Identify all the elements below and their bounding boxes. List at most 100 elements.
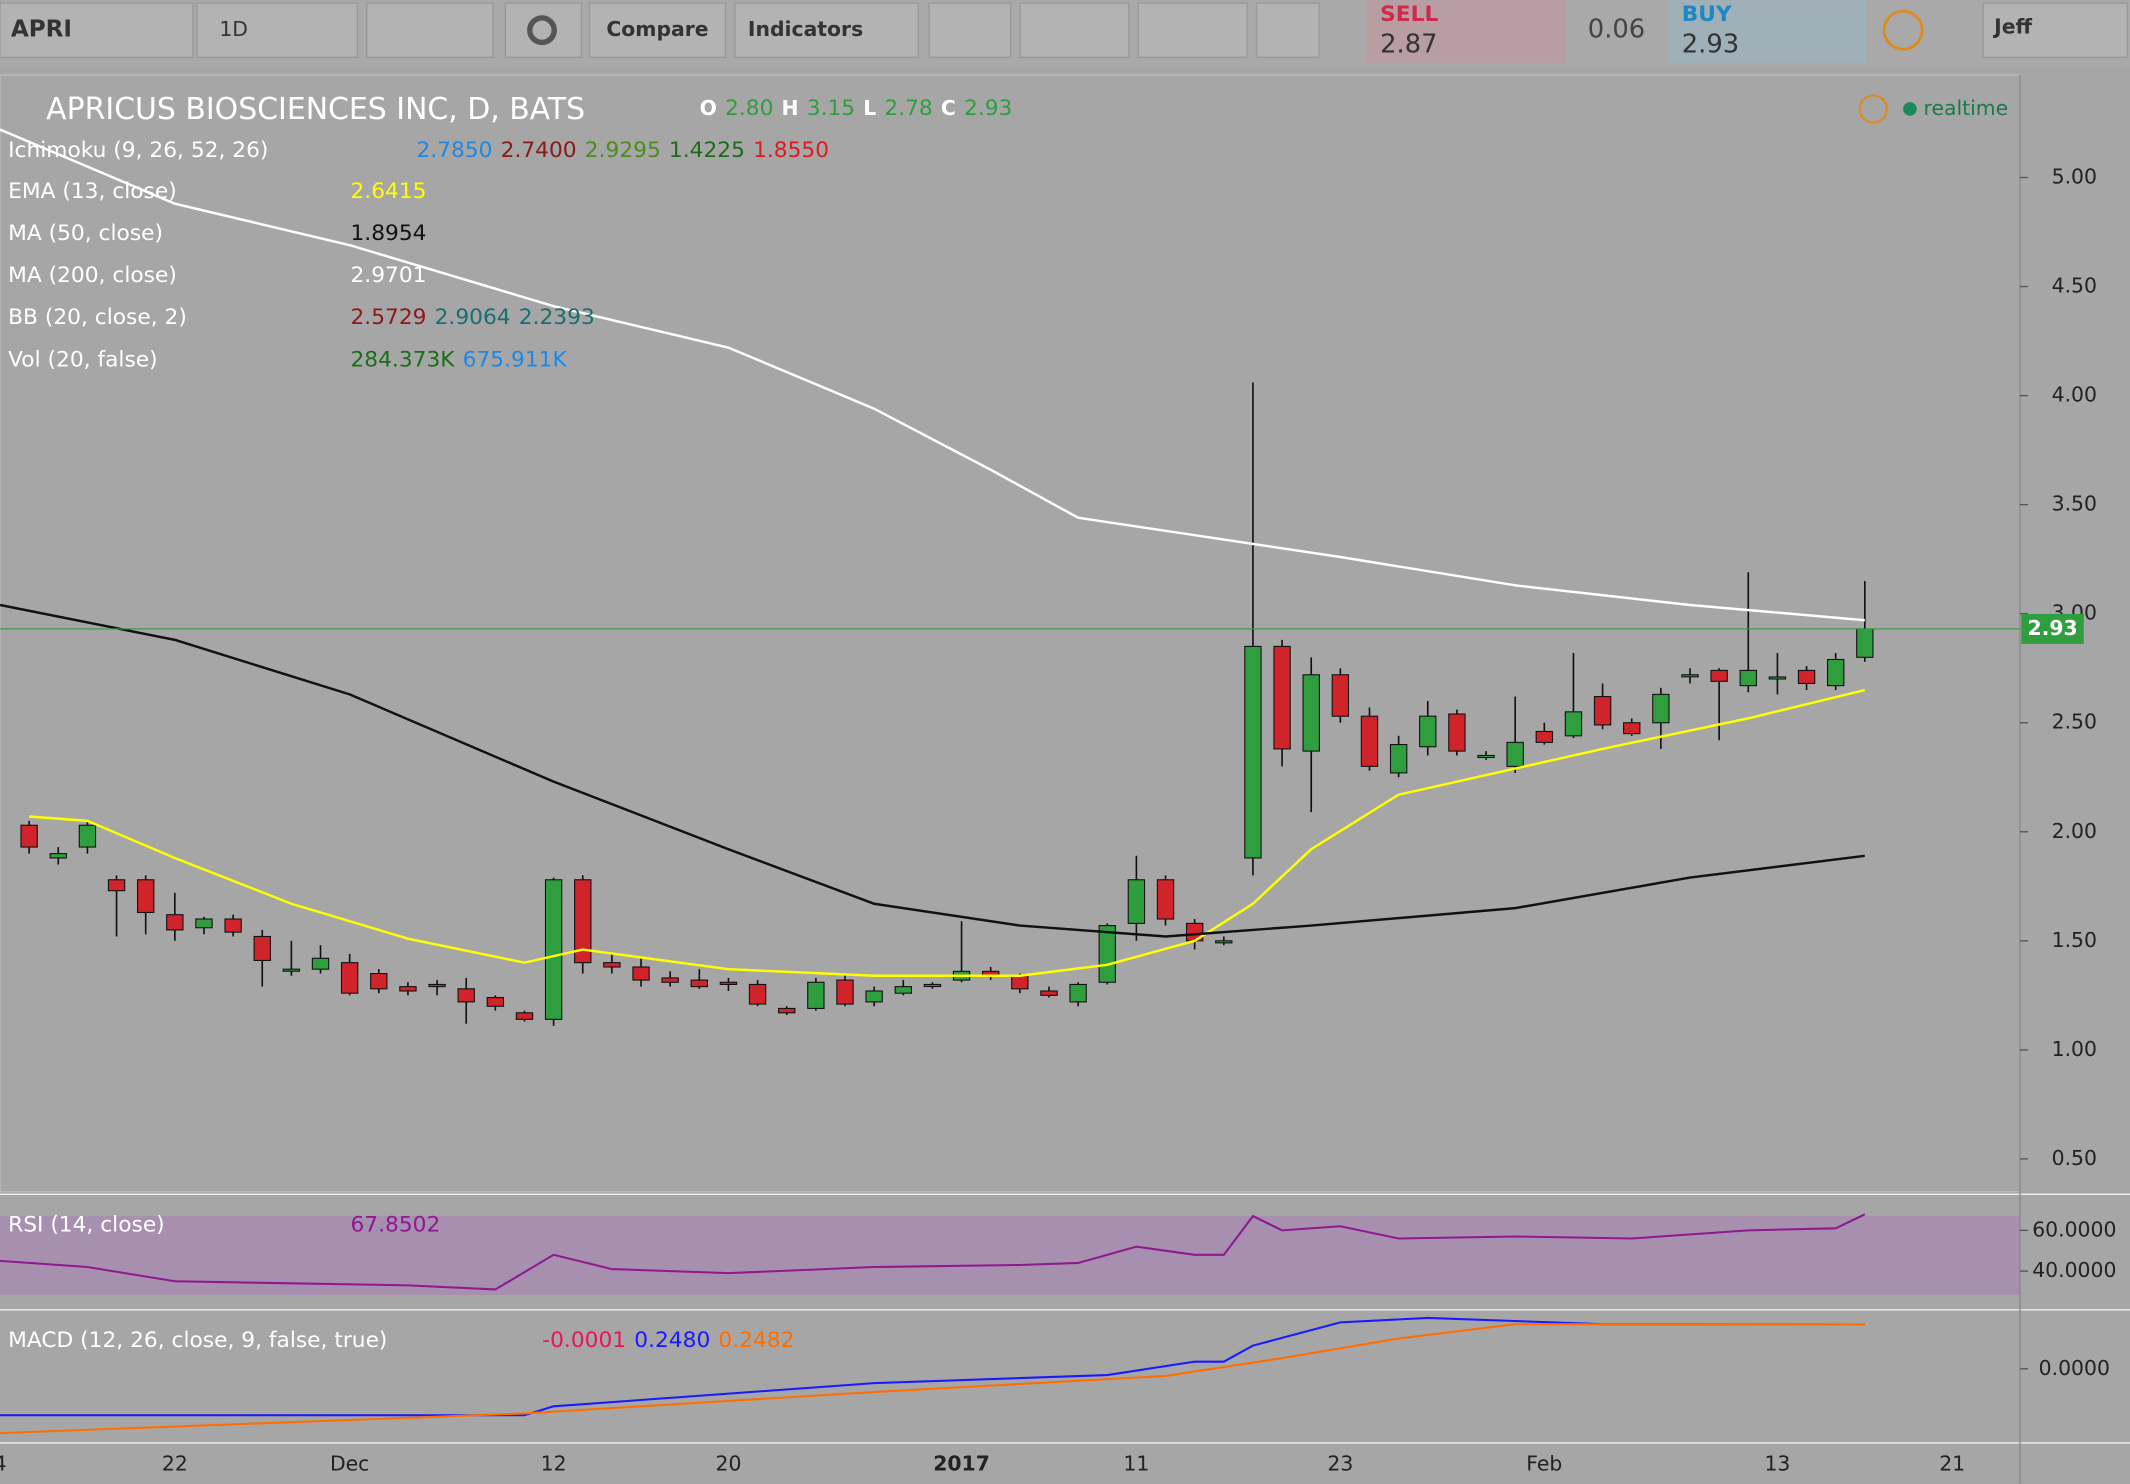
legend-text: 3.15	[807, 96, 855, 121]
interval-box[interactable]	[196, 2, 358, 59]
indicators-button[interactable]	[734, 2, 919, 59]
legend-text: 0.2480	[634, 1328, 710, 1353]
indicator-line	[0, 603, 1865, 938]
sell-box[interactable]	[1365, 0, 1567, 63]
x-tick-label: Feb	[1526, 1452, 1562, 1476]
legend-text: 2.9064	[435, 305, 511, 330]
candle-body	[20, 824, 38, 848]
indicator-name: Vol (20, false)	[8, 347, 157, 372]
x-tick-label: 22	[162, 1452, 188, 1476]
candle-body	[457, 988, 475, 1003]
y-tick-label: 0.0000	[2039, 1356, 2110, 1380]
candle-body	[1273, 645, 1291, 750]
indicator-name: Ichimoku (9, 26, 52, 26)	[8, 138, 268, 163]
legend-text: 2.7400	[501, 138, 577, 163]
info-icon[interactable]	[1882, 9, 1924, 51]
candle-body	[253, 935, 271, 962]
x-tick-label: Dec	[330, 1452, 369, 1476]
spread: 0.06	[1588, 15, 1645, 45]
candle-body	[661, 977, 679, 983]
y-tick-label: 40.0000	[2032, 1258, 2116, 1282]
legend-text: 2.93	[964, 96, 1012, 121]
candle-body	[1360, 715, 1379, 767]
x-tick-label: 12	[541, 1452, 567, 1476]
interval: 1D	[219, 17, 248, 41]
indicator-name: RSI (14, close)	[8, 1213, 165, 1238]
user-box[interactable]	[1982, 2, 2128, 59]
legend-text: 2.78	[884, 96, 932, 121]
sell-label: SELL	[1380, 2, 1438, 27]
candle-body	[311, 957, 330, 970]
y-tick-label: 5.00	[2052, 165, 2097, 189]
candle-body	[166, 914, 184, 931]
legend-text: 2.6415	[350, 179, 426, 204]
candle-body	[1768, 676, 1787, 680]
candle-body	[1797, 669, 1816, 685]
user: Jeff	[1992, 14, 2032, 38]
legend-text: H	[782, 96, 799, 120]
candle-body	[807, 981, 825, 1009]
candle-body	[195, 918, 213, 929]
candle-body	[370, 973, 388, 990]
alert-button[interactable]	[928, 2, 1012, 59]
x-tick-label: 11	[1123, 1452, 1149, 1476]
legend-text: 284.373K	[350, 347, 455, 372]
ideas-button[interactable]	[1019, 2, 1130, 59]
candle-body	[1215, 940, 1233, 944]
candle-body	[1098, 925, 1116, 983]
indicator-name: BB (20, close, 2)	[8, 305, 187, 330]
toolbar: APRI 1D Compare Indicators SELL 2.87 0.0…	[0, 0, 2130, 69]
candle-body	[1593, 696, 1612, 726]
legend-text: 1.8550	[753, 138, 829, 163]
candle-body	[1827, 658, 1845, 687]
candle-body	[1535, 730, 1554, 743]
candle-body	[544, 879, 563, 1020]
last-price-tag	[2021, 614, 2084, 644]
indicator-line	[0, 128, 1865, 622]
indicator-name: MA (200, close)	[8, 263, 177, 288]
buy-price: 2.93	[1682, 30, 1739, 60]
legend-text: 2.7850	[416, 138, 492, 163]
legend-text: 1.8954	[350, 221, 426, 246]
indicator-name: EMA (13, close)	[8, 179, 177, 204]
chart-title: APRICUS BIOSCIENCES INC, D, BATS	[46, 92, 585, 127]
legend-text: 675.911K	[463, 347, 568, 372]
candle-body	[1710, 669, 1728, 682]
candle-body	[1389, 744, 1408, 774]
legend-text: 0.2482	[718, 1328, 794, 1353]
candle-body	[1564, 711, 1583, 737]
legend-text: 2.9295	[585, 138, 661, 163]
indicator-name: MA (50, close)	[8, 221, 163, 246]
candle-body	[748, 983, 767, 1005]
candle-body	[690, 979, 709, 988]
candle-body	[1623, 722, 1641, 735]
main-pane	[0, 74, 2021, 1193]
chart-style-button[interactable]	[366, 2, 494, 59]
candle-body	[1011, 975, 1029, 990]
candle-body	[1681, 674, 1699, 678]
undo-redo[interactable]	[1137, 2, 1248, 59]
symbol-box[interactable]	[0, 2, 194, 59]
candle-body	[1448, 713, 1466, 752]
candle-body	[1419, 715, 1437, 748]
legend-text: 67.8502	[350, 1213, 440, 1238]
compare-button[interactable]	[588, 2, 727, 59]
candle-body	[282, 968, 301, 972]
fullscreen-button[interactable]	[1255, 2, 1320, 59]
y-tick-label: 60.0000	[2032, 1217, 2116, 1241]
candle-body	[486, 996, 505, 1007]
x-tick-label: 23	[1327, 1452, 1353, 1476]
legend-text: 2.5729	[350, 305, 426, 330]
rsi-band	[0, 1216, 2020, 1295]
candle-body	[865, 990, 883, 1003]
buy-box[interactable]	[1668, 0, 1867, 63]
y-tick-label: 4.00	[2052, 383, 2097, 407]
candle-body	[428, 983, 446, 988]
y-tick-label: 2.00	[2052, 819, 2097, 843]
indicator-line	[0, 1323, 1865, 1435]
candle-body	[1739, 669, 1757, 687]
candle-body	[399, 986, 417, 992]
settings-button[interactable]	[504, 2, 583, 59]
